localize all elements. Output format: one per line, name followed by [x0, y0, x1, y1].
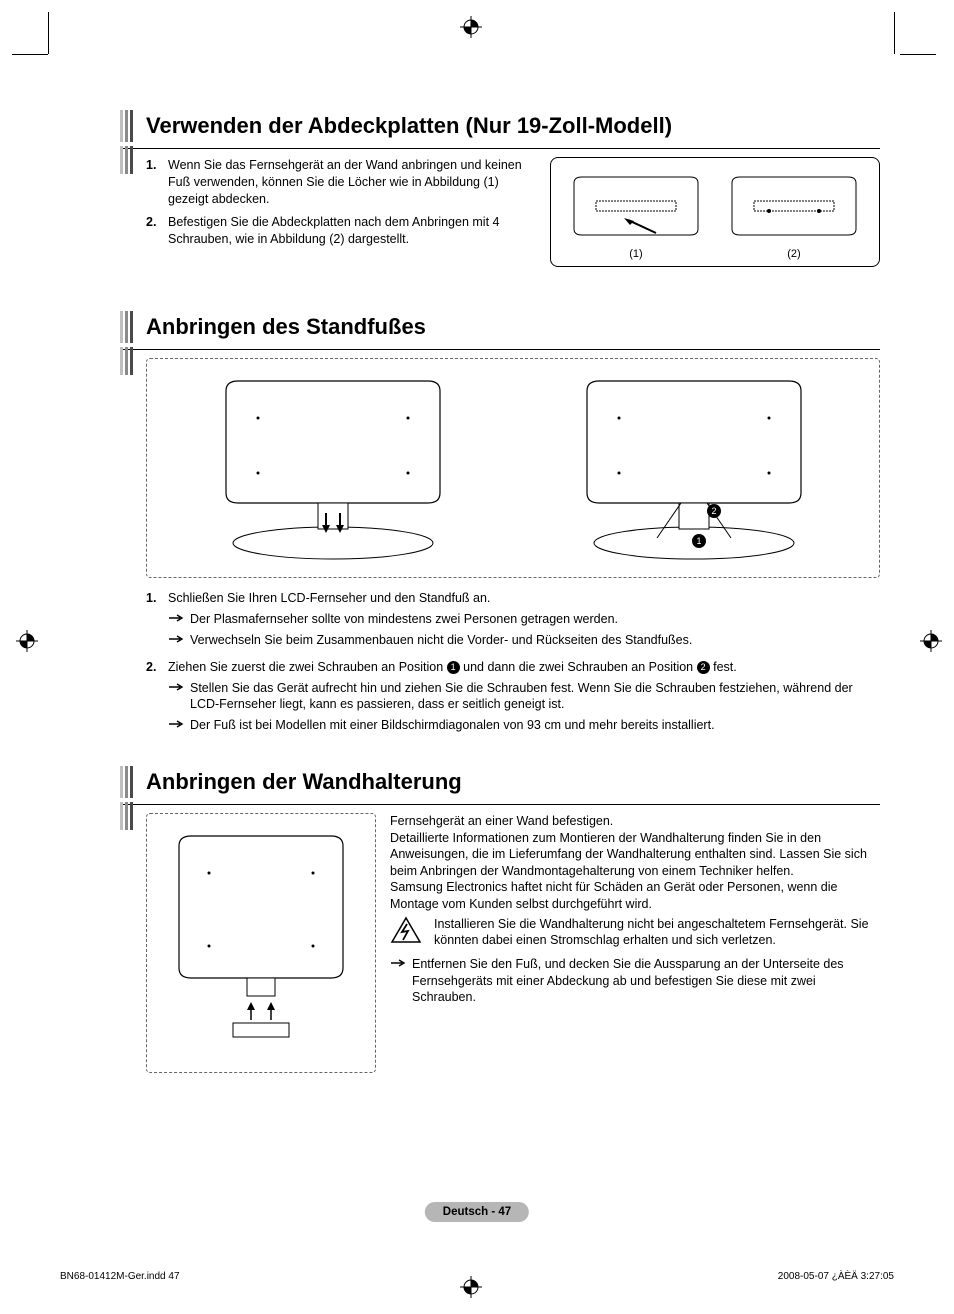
warning-note: Installieren Sie die Wandhalterung nicht…	[390, 916, 880, 950]
heading-bars-icon	[120, 311, 134, 343]
step-number: 2.	[146, 659, 168, 739]
heading-bars-icon	[120, 146, 134, 174]
paragraph: Fernsehgerät an einer Wand befestigen.	[390, 813, 880, 830]
page-number-badge: Deutsch - 47	[425, 1202, 529, 1222]
step-item: 1. Schließen Sie Ihren LCD-Fernseher und…	[146, 590, 880, 653]
tv-wall-mount-illustration-icon	[161, 828, 361, 1058]
tip-text: Stellen Sie das Gerät aufrecht hin und z…	[190, 680, 880, 714]
section-title: Anbringen des Standfußes	[146, 314, 426, 340]
circled-number-icon: 1	[447, 661, 460, 674]
svg-text:2: 2	[711, 506, 716, 516]
tip-arrow-icon	[168, 680, 190, 714]
tip-arrow-icon	[390, 956, 412, 1006]
section-cover-plates: Verwenden der Abdeckplatten (Nur 19-Zoll…	[120, 110, 880, 267]
figure-label: (2)	[724, 248, 864, 260]
figure-stand-install: 2 1	[146, 358, 880, 578]
tip-item: Stellen Sie das Gerät aufrecht hin und z…	[168, 680, 880, 714]
tv-stand-illustration-icon	[198, 373, 468, 563]
step-number: 2.	[146, 214, 168, 248]
crop-mark	[12, 54, 48, 55]
step-item: 2. Ziehen Sie zuerst die zwei Schrauben …	[146, 659, 880, 739]
tip-item: Der Fuß ist bei Modellen mit einer Bilds…	[168, 717, 880, 734]
step-item: 2. Befestigen Sie die Abdeckplatten nach…	[146, 214, 536, 248]
paragraph: Detaillierte Informationen zum Montieren…	[390, 830, 880, 880]
crop-mark	[900, 54, 936, 55]
section-wall-mount: Anbringen der Wandhalterung Fernsehgerät…	[120, 766, 880, 1073]
section-title: Verwenden der Abdeckplatten (Nur 19-Zoll…	[146, 113, 672, 139]
heading-bars-icon	[120, 802, 134, 830]
shock-warning-icon	[390, 916, 424, 950]
heading-bars-icon	[120, 766, 134, 798]
registration-mark-icon	[920, 630, 942, 652]
footer-timestamp: 2008-05-07 ¿ÀÈÄ 3:27:05	[778, 1271, 894, 1282]
tip-text: Der Fuß ist bei Modellen mit einer Bilds…	[190, 717, 715, 734]
step-text: Wenn Sie das Fernsehgerät an der Wand an…	[168, 157, 536, 208]
tip-text: Entfernen Sie den Fuß, und decken Sie di…	[412, 956, 880, 1006]
figure-wall-mount	[146, 813, 376, 1073]
figure-cover-plates: (1) (2)	[550, 157, 880, 267]
registration-mark-icon	[460, 1276, 482, 1298]
crop-mark	[48, 12, 49, 54]
tip-item: Der Plasmafernseher sollte von mindesten…	[168, 611, 880, 628]
crop-mark	[894, 12, 895, 54]
step-text-post: fest.	[710, 660, 737, 674]
figure-label: (1)	[566, 248, 706, 260]
footer-filename: BN68-01412M-Ger.indd 47	[60, 1271, 180, 1282]
tip-item: Entfernen Sie den Fuß, und decken Sie di…	[390, 956, 880, 1006]
section-title: Anbringen der Wandhalterung	[146, 769, 462, 795]
heading-bars-icon	[120, 347, 134, 375]
step-text-pre: Ziehen Sie zuerst die zwei Schrauben an …	[168, 660, 447, 674]
tip-arrow-icon	[168, 717, 190, 734]
heading-bars-icon	[120, 110, 134, 142]
tip-item: Verwechseln Sie beim Zusammenbauen nicht…	[168, 632, 880, 649]
tv-back-illustration-icon	[724, 175, 864, 245]
step-text-mid: und dann die zwei Schrauben an Position	[460, 660, 697, 674]
step-text: Befestigen Sie die Abdeckplatten nach de…	[168, 214, 536, 248]
registration-mark-icon	[16, 630, 38, 652]
tip-arrow-icon	[168, 632, 190, 649]
tip-text: Der Plasmafernseher sollte von mindesten…	[190, 611, 618, 628]
section-stand-install: Anbringen des Standfußes	[120, 311, 880, 738]
registration-mark-icon	[460, 16, 482, 38]
step-text: Schließen Sie Ihren LCD-Fernseher und de…	[168, 591, 490, 605]
step-number: 1.	[146, 590, 168, 653]
step-number: 1.	[146, 157, 168, 208]
tv-stand-illustration-icon: 2 1	[559, 373, 829, 563]
circled-number-icon: 2	[697, 661, 710, 674]
tv-back-illustration-icon	[566, 175, 706, 245]
step-item: 1. Wenn Sie das Fernsehgerät an der Wand…	[146, 157, 536, 208]
tip-text: Verwechseln Sie beim Zusammenbauen nicht…	[190, 632, 692, 649]
tip-arrow-icon	[168, 611, 190, 628]
warning-text: Installieren Sie die Wandhalterung nicht…	[434, 916, 880, 950]
paragraph: Samsung Electronics haftet nicht für Sch…	[390, 879, 880, 912]
svg-text:1: 1	[696, 536, 701, 546]
